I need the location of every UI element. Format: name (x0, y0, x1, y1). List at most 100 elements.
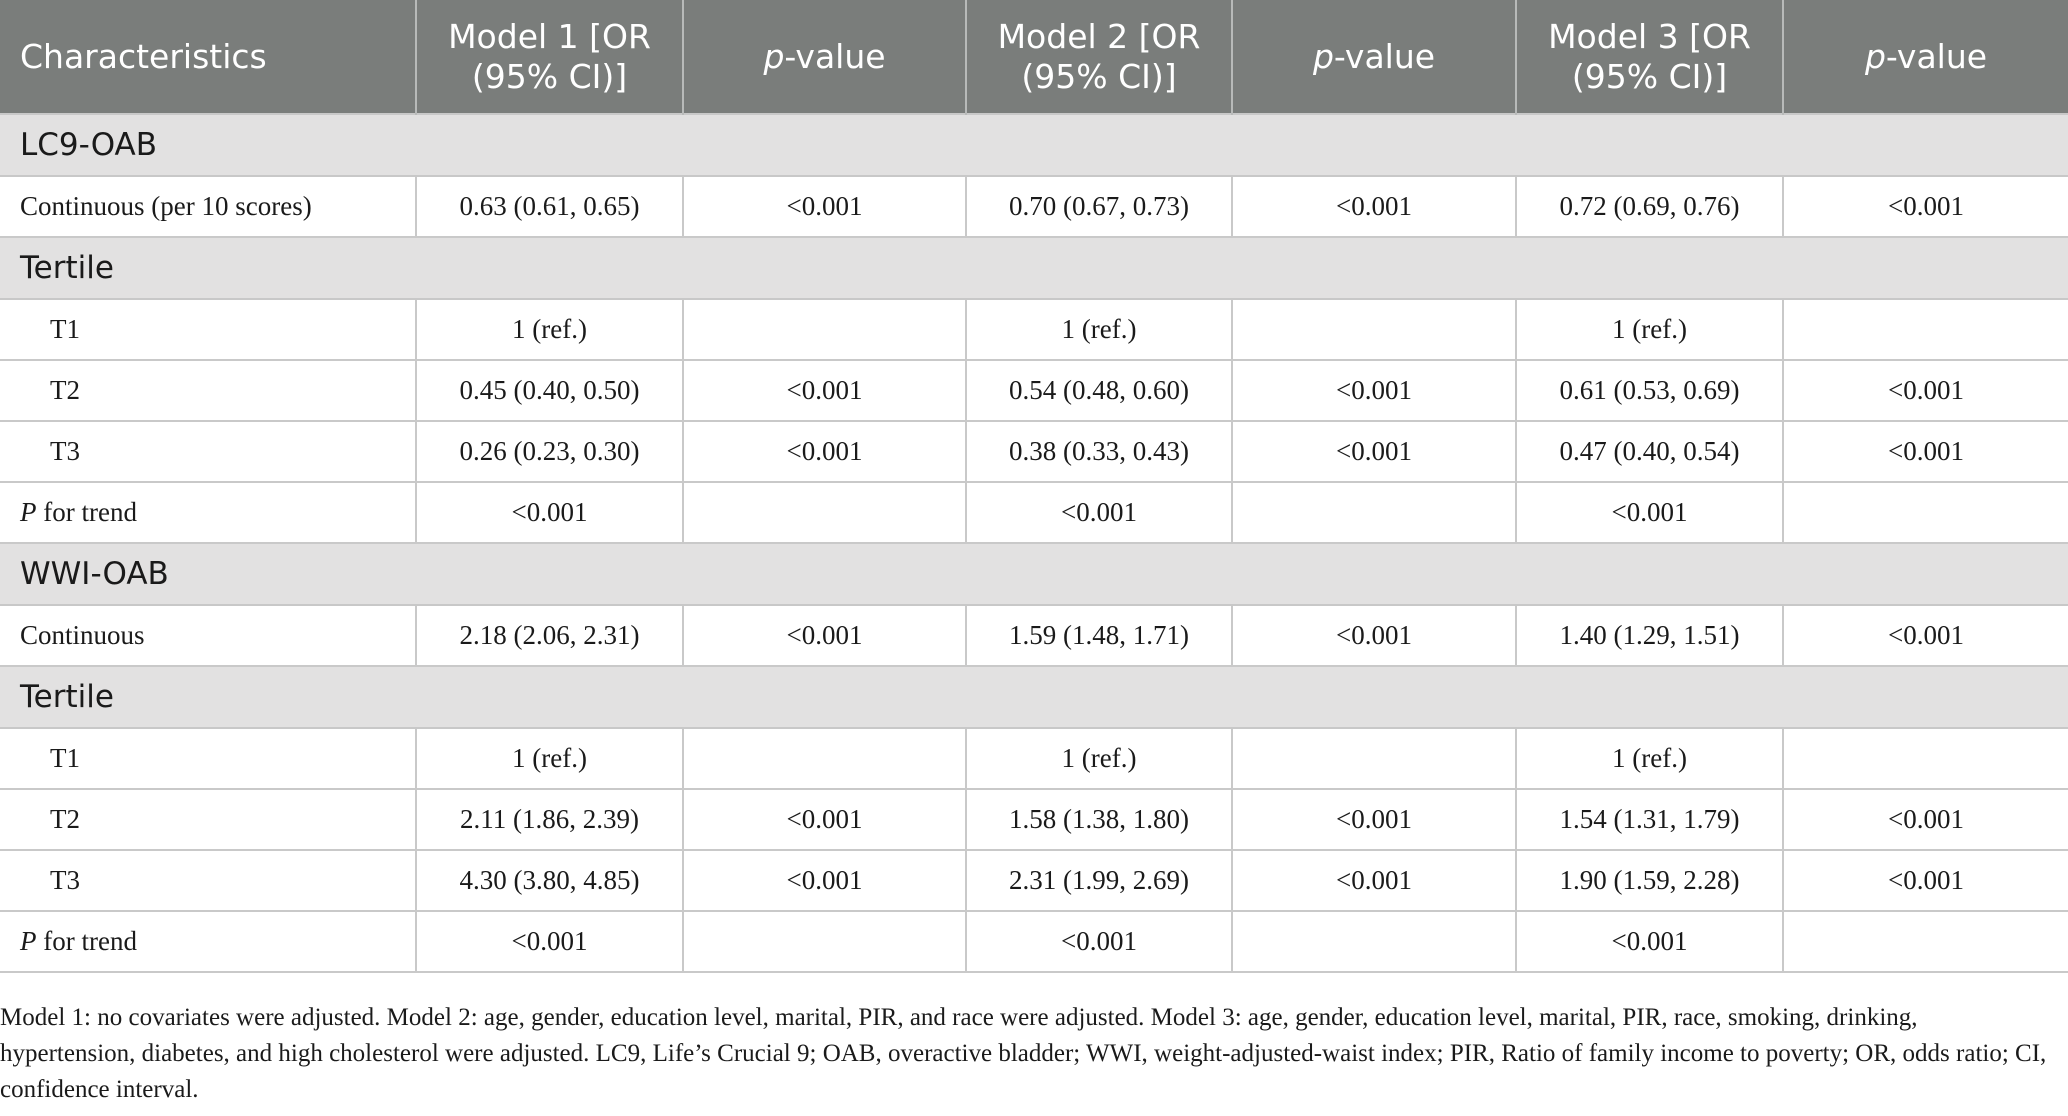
pvalue-rest: -value (1333, 36, 1436, 76)
table-row: T1 1 (ref.) 1 (ref.) 1 (ref.) (0, 728, 2068, 790)
p-value-cell (683, 482, 967, 544)
p-value-cell (1232, 299, 1517, 361)
table-row: P for trend <0.001 <0.001 <0.001 (0, 911, 2068, 973)
or-ci-cell: 1.40 (1.29, 1.51) (1516, 605, 1784, 667)
table-row: Continuous (per 10 scores) 0.63 (0.61, 0.… (0, 176, 2068, 238)
p-for-trend-label: P for trend (0, 482, 417, 544)
or-ci-cell: 1.90 (1.59, 2.28) (1516, 850, 1784, 912)
section-1-title: WWI-OAB (0, 542, 2068, 606)
or-ci-cell: 1 (ref.) (966, 728, 1233, 790)
p-value-cell: <0.001 (683, 421, 967, 483)
results-table-container: Characteristics Model 1 [OR (95% CI)] p-… (0, 0, 2068, 973)
or-ci-cell: 1 (ref.) (416, 299, 684, 361)
p-value-cell: <0.001 (1783, 176, 2068, 238)
table-header: Characteristics Model 1 [OR (95% CI)] p-… (0, 0, 2068, 114)
p-value-cell: <0.001 (683, 605, 967, 667)
trend-p-label: P (20, 926, 37, 956)
p-value-cell: <0.001 (1232, 360, 1517, 422)
pvalue-rest: -value (784, 36, 886, 76)
or-ci-cell: 1 (ref.) (416, 728, 684, 790)
p-for-trend-label: P for trend (0, 911, 417, 973)
p-value-cell (1783, 728, 2068, 790)
or-ci-cell: 2.11 (1.86, 2.39) (416, 789, 684, 851)
p-value-cell: <0.001 (683, 789, 967, 851)
or-ci-cell: 2.18 (2.06, 2.31) (416, 605, 684, 667)
trend-rest-label: for trend (36, 497, 137, 527)
p-value-cell (1783, 482, 2068, 544)
p-value-cell: <0.001 (1783, 789, 2068, 851)
header-pvalue-1: p-value (683, 0, 967, 114)
or-ci-cell: 0.72 (0.69, 0.76) (1516, 176, 1784, 238)
section-0-row: LC9-OAB (0, 113, 2068, 177)
or-ci-cell: 1.59 (1.48, 1.71) (966, 605, 1233, 667)
or-ci-cell: 0.47 (0.40, 0.54) (1516, 421, 1784, 483)
table-row: T2 2.11 (1.86, 2.39) <0.001 1.58 (1.38, 1.8… (0, 789, 2068, 851)
p-value-cell: <0.001 (683, 850, 967, 912)
or-ci-cell: 0.70 (0.67, 0.73) (966, 176, 1233, 238)
p-value-cell: <0.001 (1232, 850, 1517, 912)
p-value-cell: <0.001 (1232, 176, 1517, 238)
p-value-cell (683, 299, 967, 361)
table-body: LC9-OAB Continuous (per 10 scores) 0.63 (0… (0, 113, 2068, 973)
table-row: T1 1 (ref.) 1 (ref.) 1 (ref.) (0, 299, 2068, 361)
section-1-row: WWI-OAB (0, 542, 2068, 606)
tertile-3-label: T3 (0, 421, 417, 483)
tertile-0-title: Tertile (0, 236, 2068, 300)
p-value-cell: <0.001 (1783, 360, 2068, 422)
or-ci-cell: 1.54 (1.31, 1.79) (1516, 789, 1784, 851)
p-value-cell: <0.001 (1232, 605, 1517, 667)
p-value-cell (683, 911, 967, 973)
table-row: T2 0.45 (0.40, 0.50) <0.001 0.54 (0.48, 0.6… (0, 360, 2068, 422)
p-value-cell (1232, 482, 1517, 544)
or-ci-cell: 0.54 (0.48, 0.60) (966, 360, 1233, 422)
p-value-cell (1232, 728, 1517, 790)
or-ci-cell: <0.001 (1516, 911, 1784, 973)
trend-rest-label: for trend (36, 926, 137, 956)
or-ci-cell: 0.61 (0.53, 0.69) (1516, 360, 1784, 422)
header-model3: Model 3 [OR (95% CI)] (1516, 0, 1784, 114)
or-ci-cell: 1 (ref.) (1516, 728, 1784, 790)
or-ci-cell: 0.63 (0.61, 0.65) (416, 176, 684, 238)
p-value-cell: <0.001 (1783, 421, 2068, 483)
tertile-0-row: Tertile (0, 236, 2068, 300)
or-ci-cell: <0.001 (966, 482, 1233, 544)
p-value-cell: <0.001 (1232, 421, 1517, 483)
p-value-cell (1783, 299, 2068, 361)
tertile-1-label: T1 (0, 299, 417, 361)
p-value-cell: <0.001 (1783, 850, 2068, 912)
tertile-1-row: Tertile (0, 665, 2068, 729)
continuous-label: Continuous (per 10 scores) (0, 176, 417, 238)
or-ci-cell: <0.001 (966, 911, 1233, 973)
table-row: Continuous 2.18 (2.06, 2.31) <0.001 1.59 (1… (0, 605, 2068, 667)
p-value-cell: <0.001 (683, 176, 967, 238)
results-table: Characteristics Model 1 [OR (95% CI)] p-… (0, 0, 2068, 973)
tertile-1-label: T1 (0, 728, 417, 790)
or-ci-cell: <0.001 (416, 482, 684, 544)
tertile-2-label: T2 (0, 789, 417, 851)
tertile-1-title: Tertile (0, 665, 2068, 729)
or-ci-cell: 1 (ref.) (966, 299, 1233, 361)
table-row: P for trend <0.001 <0.001 <0.001 (0, 482, 2068, 544)
or-ci-cell: 1.58 (1.38, 1.80) (966, 789, 1233, 851)
pvalue-rest: -value (1885, 36, 1988, 76)
or-ci-cell: <0.001 (1516, 482, 1784, 544)
header-model2: Model 2 [OR (95% CI)] (966, 0, 1233, 114)
tertile-2-label: T2 (0, 360, 417, 422)
tertile-3-label: T3 (0, 850, 417, 912)
p-value-cell: <0.001 (683, 360, 967, 422)
or-ci-cell: <0.001 (416, 911, 684, 973)
pvalue-p: p (1864, 36, 1886, 76)
section-0-title: LC9-OAB (0, 113, 2068, 177)
or-ci-cell: 2.31 (1.99, 2.69) (966, 850, 1233, 912)
header-pvalue-3: p-value (1783, 0, 2068, 114)
header-row: Characteristics Model 1 [OR (95% CI)] p-… (0, 0, 2068, 114)
pvalue-p: p (763, 36, 785, 76)
table-footnote: Model 1: no covariates were adjusted. Mo… (0, 1004, 2047, 1103)
or-ci-cell: 0.26 (0.23, 0.30) (416, 421, 684, 483)
or-ci-cell: 0.45 (0.40, 0.50) (416, 360, 684, 422)
p-value-cell (1232, 911, 1517, 973)
table-row: T3 4.30 (3.80, 4.85) <0.001 2.31 (1.99, 2.6… (0, 850, 2068, 912)
or-ci-cell: 1 (ref.) (1516, 299, 1784, 361)
header-model1: Model 1 [OR (95% CI)] (416, 0, 684, 114)
p-value-cell: <0.001 (1232, 789, 1517, 851)
